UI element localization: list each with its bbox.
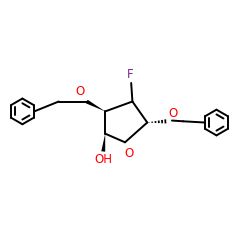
Text: OH: OH: [95, 154, 113, 166]
Text: F: F: [127, 68, 134, 82]
Text: O: O: [75, 84, 84, 98]
Text: O: O: [124, 147, 133, 160]
Polygon shape: [101, 134, 105, 152]
Polygon shape: [86, 100, 105, 112]
Text: O: O: [168, 107, 178, 120]
